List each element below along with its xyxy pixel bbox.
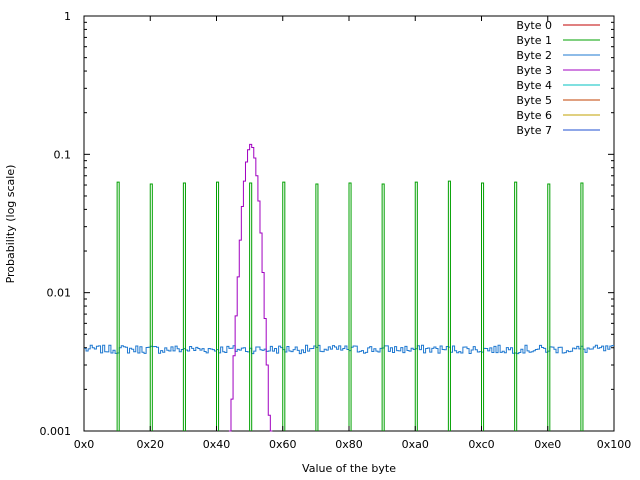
y-axis-label: Probability (log scale) (4, 165, 17, 284)
x-axis-ticks: 0x0 0x20 0x40 0x60 0x80 0xa0 0xc0 0xe0 0x100 (74, 16, 632, 451)
series-byte-1-spike (514, 181, 518, 431)
legend-label: Byte 5 (516, 94, 552, 107)
x-tick-label: 0x60 (269, 438, 297, 451)
x-tick-label: 0x80 (335, 438, 363, 451)
legend: Byte 0 Byte 1 Byte 2 Byte 3 Byte 4 Byte 5 Byte… (516, 19, 600, 137)
y-tick-label: 1 (64, 10, 71, 23)
y-tick-label: 0.1 (54, 148, 72, 161)
x-tick-label: 0x100 (597, 438, 632, 451)
legend-label: Byte 2 (516, 49, 552, 62)
series-byte-1-spike (116, 181, 120, 431)
series-byte-1-spike (414, 181, 418, 431)
series-byte-1-spike (547, 183, 551, 431)
legend-label: Byte 0 (516, 19, 552, 32)
y-tick-label: 0.001 (40, 425, 72, 438)
x-tick-label: 0xe0 (534, 438, 561, 451)
plot-layer (84, 143, 614, 432)
series-byte-1-spike (249, 182, 253, 431)
y-tick-label: 0.01 (47, 287, 72, 300)
x-tick-label: 0x20 (136, 438, 164, 451)
series-byte-1-spike (149, 183, 153, 431)
legend-label: Byte 6 (516, 109, 552, 122)
series-byte-1-spike (182, 182, 186, 431)
legend-label: Byte 4 (516, 79, 552, 92)
series-byte-1-spike (348, 182, 352, 431)
x-tick-label: 0xa0 (402, 438, 429, 451)
x-tick-label: 0x40 (203, 438, 231, 451)
x-axis-label: Value of the byte (302, 462, 396, 475)
y-axis-ticks: 0.001 0.01 0.1 1 (40, 10, 614, 438)
series-byte-3-line (228, 143, 273, 432)
legend-label: Byte 7 (516, 124, 552, 137)
series-byte-1-spike (481, 182, 485, 431)
series-byte-1-spike (216, 181, 220, 431)
series-byte-1-spike (282, 181, 286, 431)
legend-label: Byte 1 (516, 34, 552, 47)
series-byte-1-spike (315, 183, 319, 431)
x-tick-label: 0xc0 (468, 438, 494, 451)
series-byte-1-spike (381, 183, 385, 431)
series-byte-1-spike (447, 180, 451, 431)
legend-label: Byte 3 (516, 64, 552, 77)
x-tick-label: 0x0 (74, 438, 95, 451)
series-byte-1-spike (580, 182, 584, 431)
